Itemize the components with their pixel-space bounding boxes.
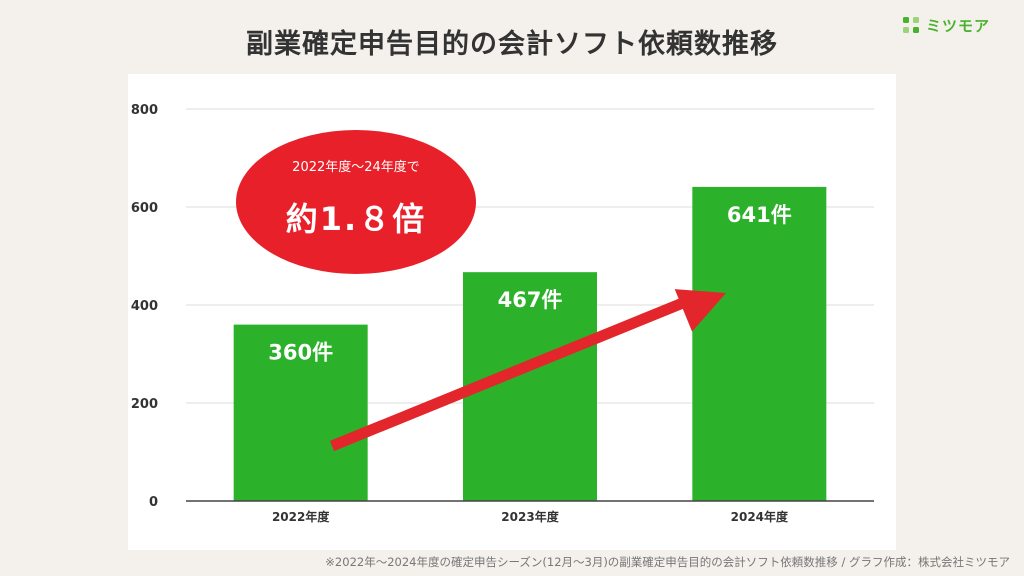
footnote: ※2022年〜2024年度の確定申告シーズン(12月〜3月)の副業確定申告目的の… [325,555,1010,569]
bar [233,324,368,501]
trend-arrow-shaft [329,292,698,452]
y-tick-label: 200 [131,397,158,412]
brand-logo-icon [902,17,919,33]
trend-arrow-head [674,289,726,332]
highlight-period: 2022年度〜24年度で [292,160,420,175]
brand-logo: ミツモア [902,14,990,36]
bar-chart: 0 200 400 600 800 360件 2022年度 467件 2023年度 641件 202… [131,103,874,524]
highlight-ellipse [236,130,476,274]
chart-title: 副業確定申告目的の会計ソフト依頼数推移 [246,29,778,60]
highlight-multiplier: 約1.８倍 [285,200,427,238]
chart-panel: 0 200 400 600 800 360件 2022年度 467件 2023年度 641件 202… [128,74,896,550]
y-tick-label: 800 [131,103,158,118]
bar-value-label: 641件 [727,203,792,227]
bar-value-label: 360件 [268,341,333,365]
y-tick-label: 0 [149,495,158,510]
x-tick-label: 2023年度 [501,509,559,524]
bar [692,186,827,501]
bar-value-label: 467件 [498,288,563,312]
y-tick-label: 400 [131,299,158,314]
x-tick-label: 2024年度 [731,509,789,524]
x-tick-label: 2022年度 [272,509,330,524]
y-tick-label: 600 [131,201,158,216]
brand-name: ミツモア [925,16,990,35]
